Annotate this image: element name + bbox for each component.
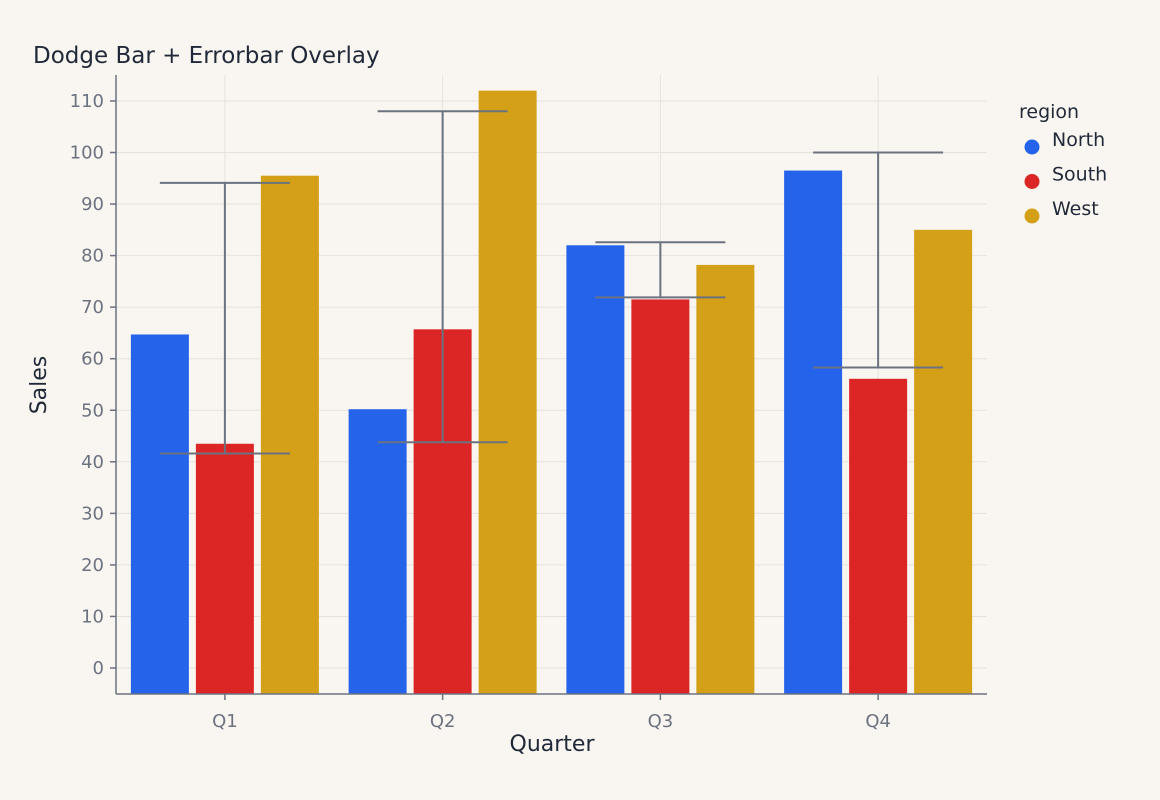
y-tick-label: 80 [81,246,104,267]
legend-label: North [1052,129,1105,151]
bar-north-q2 [348,409,407,694]
bar-north-q3 [566,245,625,695]
y-tick-label: 30 [81,503,104,524]
bars [130,90,973,695]
legend-marker [1024,139,1040,155]
y-tick-label: 70 [81,297,104,318]
errorbars [159,110,944,455]
bar-south-q3 [631,299,690,694]
legend-title: region [1019,101,1079,123]
y-tick-label: 20 [81,555,104,576]
bar-north-q4 [784,170,843,695]
legend-label: South [1052,164,1107,186]
errorbar-q4 [813,151,944,369]
bar-west-q2 [478,90,537,694]
errorbar-q3 [595,241,726,299]
y-tick-label: 40 [81,452,104,473]
axes: 0 10 20 30 40 50 60 70 80 90 100 110 Q1 Q2 Q3 Q4 [70,75,987,732]
chart-title: Dodge Bar + Errorbar Overlay [33,43,380,69]
x-tick-label: Q1 [212,711,238,732]
legend-marker [1024,208,1040,224]
errorbar-q1 [159,181,290,455]
legend: region North South West [1019,101,1107,224]
y-tick-label: 60 [81,349,104,370]
x-tick-label: Q4 [865,711,891,732]
legend-item-north: North [1024,129,1105,155]
x-tick-label: Q2 [430,711,456,732]
legend-label: West [1052,198,1099,220]
legend-marker [1024,174,1040,189]
y-tick-label: 90 [81,194,104,215]
y-tick-label: 50 [81,400,104,421]
bar-west-q1 [260,175,319,694]
bar-north-q1 [130,334,189,694]
bar-west-q3 [696,264,755,694]
y-axis-title: Sales [27,356,52,415]
legend-item-south: South [1024,164,1107,189]
bar-west-q4 [914,229,973,694]
bar-south-q4 [849,378,908,694]
errorbar-q2 [377,110,508,444]
y-tick-label: 110 [70,91,104,112]
legend-item-west: West [1024,198,1099,224]
bar-south-q1 [195,443,254,694]
y-tick-label: 100 [70,143,104,164]
x-tick-label: Q3 [648,711,674,732]
y-tick-label: 0 [93,658,104,679]
x-axis-title: Quarter [510,732,596,757]
y-tick-label: 10 [81,606,104,627]
